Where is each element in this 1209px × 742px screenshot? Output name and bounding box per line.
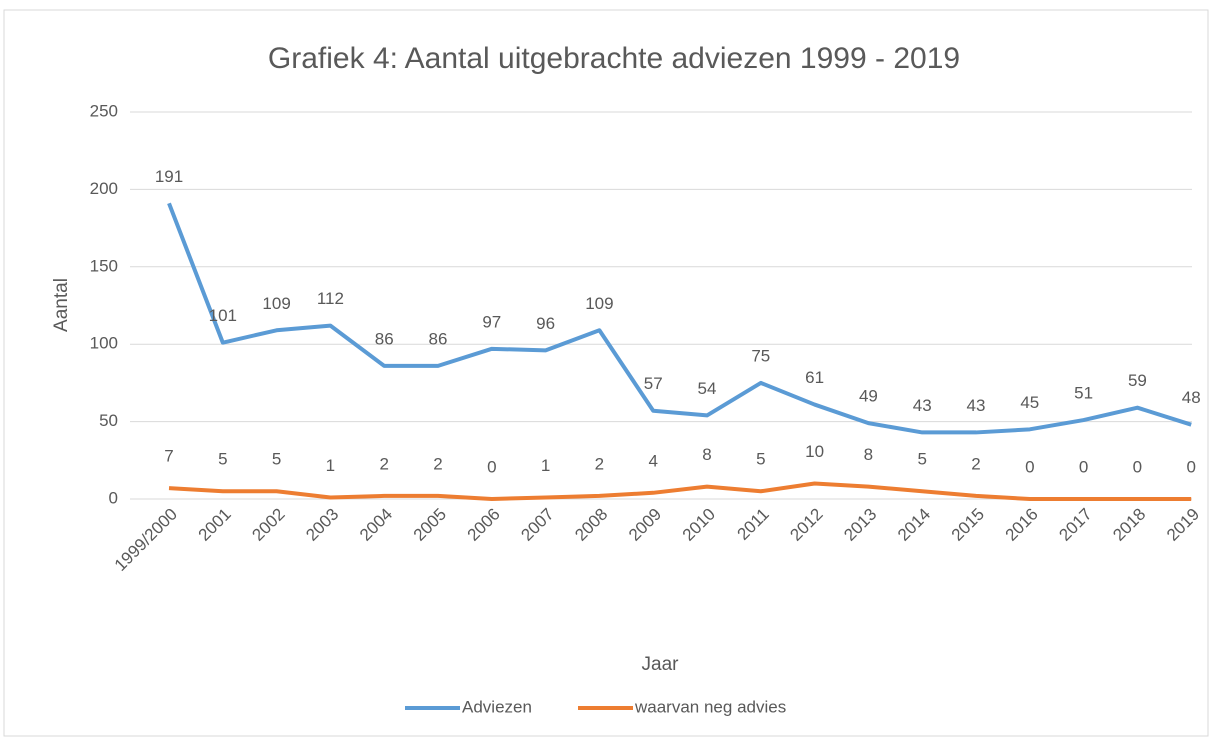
data-label: 43 — [913, 396, 932, 415]
series-line — [168, 481, 1192, 501]
data-label: 2 — [433, 454, 442, 473]
data-label: 101 — [209, 306, 237, 325]
data-label: 5 — [917, 450, 926, 469]
y-axis-label: Aantal — [51, 278, 72, 332]
data-label: 5 — [218, 450, 227, 469]
data-label: 0 — [1133, 457, 1142, 476]
y-tick-label: 200 — [90, 179, 118, 198]
y-tick-label: 100 — [90, 334, 118, 353]
chart-title: Grafiek 4: Aantal uitgebrachte adviezen … — [268, 42, 960, 75]
data-label: 54 — [698, 379, 717, 398]
data-label: 57 — [644, 374, 663, 393]
data-label: 109 — [585, 294, 613, 313]
data-label: 7 — [164, 447, 173, 466]
legend-label: waarvan neg advies — [634, 697, 786, 716]
data-label: 75 — [751, 346, 770, 365]
data-label: 2 — [971, 454, 980, 473]
data-label: 112 — [317, 289, 344, 308]
data-label: 61 — [805, 368, 824, 387]
data-label: 1 — [541, 456, 550, 475]
data-label: 45 — [1020, 393, 1039, 412]
x-axis-label: Jaar — [642, 654, 680, 675]
data-label: 0 — [487, 457, 496, 476]
data-label: 5 — [272, 450, 281, 469]
data-label: 109 — [262, 294, 290, 313]
y-tick-label: 250 — [90, 101, 118, 120]
data-label: 5 — [756, 450, 765, 469]
data-label: 1 — [326, 456, 335, 475]
y-tick-label: 150 — [90, 256, 118, 275]
data-label: 86 — [375, 329, 394, 348]
legend-label: Adviezen — [462, 697, 532, 716]
series-line — [167, 202, 1192, 435]
data-label: 86 — [429, 329, 448, 348]
data-label: 2 — [379, 454, 388, 473]
data-label: 51 — [1074, 384, 1093, 403]
y-tick-label: 50 — [99, 411, 118, 430]
data-label: 10 — [805, 442, 824, 461]
data-label: 49 — [859, 387, 878, 406]
data-label: 96 — [536, 314, 555, 333]
data-label: 43 — [967, 396, 986, 415]
data-label: 48 — [1182, 388, 1201, 407]
data-label: 0 — [1079, 457, 1088, 476]
data-label: 8 — [702, 445, 711, 464]
data-label: 59 — [1128, 371, 1147, 390]
data-label: 191 — [155, 167, 183, 186]
data-label: 97 — [482, 312, 501, 331]
y-tick-label: 0 — [109, 488, 118, 507]
data-label: 8 — [864, 445, 873, 464]
data-label: 0 — [1025, 457, 1034, 476]
chart-border — [3, 9, 1209, 737]
data-label: 4 — [648, 451, 657, 470]
data-label: 2 — [595, 454, 604, 473]
data-label: 0 — [1186, 457, 1195, 476]
